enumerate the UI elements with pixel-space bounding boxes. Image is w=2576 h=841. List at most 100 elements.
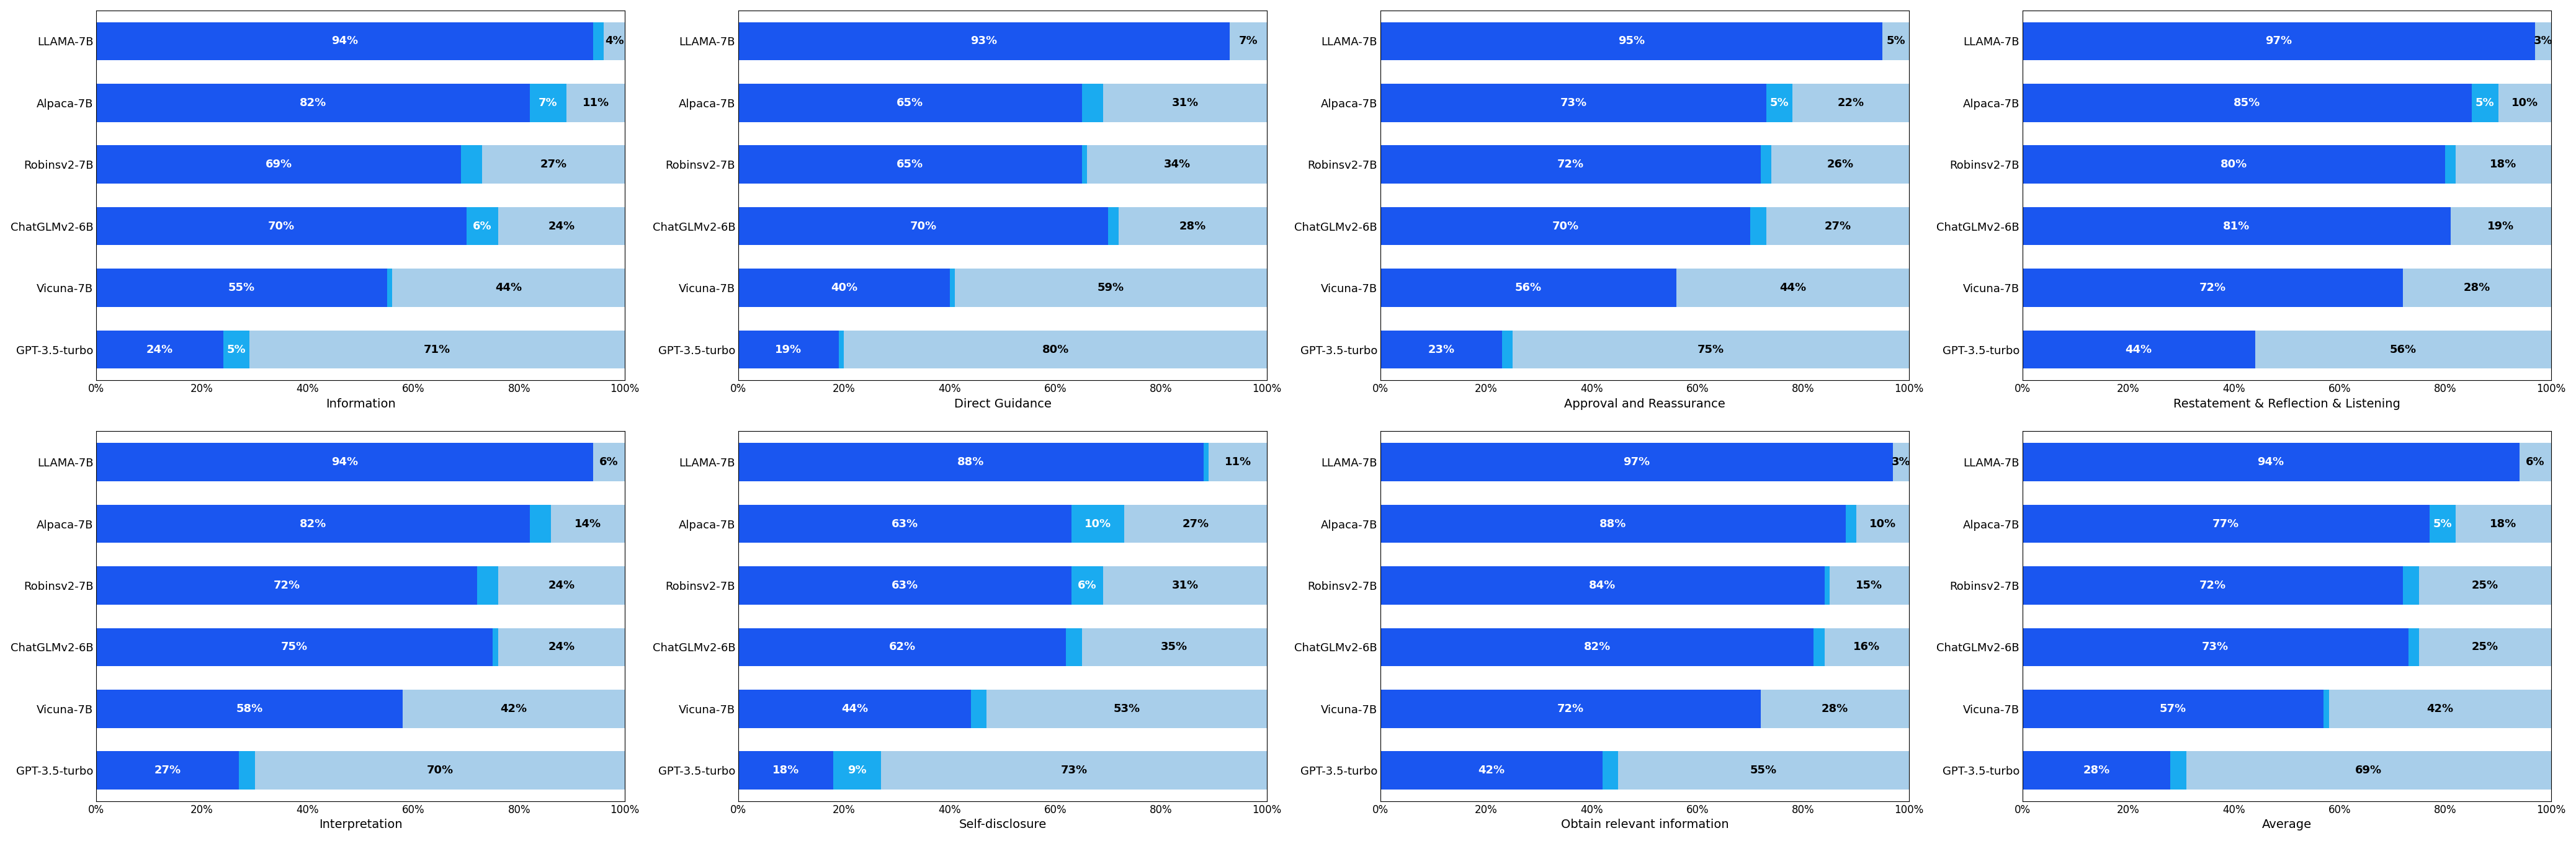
Bar xyxy=(567,84,626,122)
Bar xyxy=(1118,207,1267,246)
Text: 75%: 75% xyxy=(1698,344,1723,355)
Text: 55%: 55% xyxy=(229,283,255,294)
Text: 73%: 73% xyxy=(1061,764,1087,776)
Text: 84%: 84% xyxy=(1589,579,1615,591)
X-axis label: Obtain relevant information: Obtain relevant information xyxy=(1561,819,1728,831)
Text: 10%: 10% xyxy=(1870,518,1896,529)
Text: 5%: 5% xyxy=(227,344,245,355)
Text: 73%: 73% xyxy=(2202,642,2228,653)
Text: 6%: 6% xyxy=(1077,579,1097,591)
Bar xyxy=(492,628,497,666)
Bar xyxy=(551,505,626,543)
Text: 58%: 58% xyxy=(237,703,263,714)
Text: 25%: 25% xyxy=(2470,579,2499,591)
Bar xyxy=(1123,505,1267,543)
Bar xyxy=(250,331,626,368)
Text: 72%: 72% xyxy=(1558,159,1584,170)
Bar xyxy=(987,690,1267,727)
Bar xyxy=(2455,145,2550,183)
Bar xyxy=(1883,22,1909,61)
Bar xyxy=(2022,145,2445,183)
Text: 11%: 11% xyxy=(582,98,608,108)
Bar xyxy=(2535,22,2550,61)
Bar xyxy=(1103,84,1267,122)
Bar xyxy=(2419,628,2550,666)
Bar xyxy=(95,22,592,61)
Bar xyxy=(2022,84,2473,122)
Bar xyxy=(2445,145,2455,183)
Text: 27%: 27% xyxy=(1824,220,1852,232)
Text: 10%: 10% xyxy=(1084,518,1110,529)
Text: 97%: 97% xyxy=(1623,457,1651,468)
Bar xyxy=(95,505,531,543)
Bar xyxy=(2254,331,2550,368)
Text: 6%: 6% xyxy=(600,457,618,468)
Text: 31%: 31% xyxy=(1172,98,1198,108)
Text: 56%: 56% xyxy=(2391,344,2416,355)
Text: 59%: 59% xyxy=(1097,283,1123,294)
Bar xyxy=(2473,84,2499,122)
Bar xyxy=(1381,84,1767,122)
Text: 16%: 16% xyxy=(1852,642,1880,653)
Bar xyxy=(497,628,626,666)
Bar xyxy=(1082,84,1103,122)
Bar xyxy=(1381,22,1883,61)
Text: 94%: 94% xyxy=(332,457,358,468)
Text: 10%: 10% xyxy=(2512,98,2537,108)
Bar xyxy=(1824,566,1829,605)
Bar xyxy=(1072,566,1103,605)
Text: 19%: 19% xyxy=(775,344,801,355)
Bar xyxy=(2022,690,2324,727)
Text: 44%: 44% xyxy=(495,283,523,294)
Text: 94%: 94% xyxy=(332,35,358,47)
Bar xyxy=(224,331,250,368)
Bar xyxy=(592,22,603,61)
Bar xyxy=(95,443,592,481)
Text: 75%: 75% xyxy=(281,642,309,653)
Bar xyxy=(1767,207,1909,246)
Text: 85%: 85% xyxy=(2233,98,2262,108)
Text: 72%: 72% xyxy=(1558,703,1584,714)
Bar xyxy=(739,331,840,368)
Bar xyxy=(1814,628,1824,666)
Bar xyxy=(2403,269,2550,307)
Text: 62%: 62% xyxy=(889,642,914,653)
Text: 70%: 70% xyxy=(909,220,938,232)
Bar xyxy=(2022,751,2172,790)
Bar xyxy=(1108,207,1118,246)
Bar xyxy=(531,84,567,122)
Text: 82%: 82% xyxy=(299,518,327,529)
Bar xyxy=(461,145,482,183)
Bar xyxy=(2499,84,2550,122)
Bar xyxy=(240,751,255,790)
Text: 9%: 9% xyxy=(848,764,866,776)
Text: 94%: 94% xyxy=(2257,457,2285,468)
Bar xyxy=(2450,207,2550,246)
Bar xyxy=(497,566,626,605)
Bar xyxy=(739,145,1082,183)
Bar xyxy=(1677,269,1909,307)
Bar xyxy=(1772,145,1909,183)
Bar xyxy=(1381,751,1602,790)
Text: 42%: 42% xyxy=(1479,764,1504,776)
Text: 70%: 70% xyxy=(428,764,453,776)
X-axis label: Direct Guidance: Direct Guidance xyxy=(953,398,1051,410)
Bar xyxy=(1829,566,1909,605)
Bar xyxy=(1824,628,1909,666)
Bar xyxy=(2324,690,2329,727)
Bar xyxy=(1381,628,1814,666)
Bar xyxy=(1762,145,1772,183)
Text: 14%: 14% xyxy=(574,518,600,529)
Text: 88%: 88% xyxy=(1600,518,1625,529)
Bar xyxy=(95,566,477,605)
Bar xyxy=(95,84,531,122)
Bar xyxy=(1072,505,1123,543)
Text: 27%: 27% xyxy=(1182,518,1208,529)
Text: 28%: 28% xyxy=(2463,283,2491,294)
Text: 82%: 82% xyxy=(299,98,327,108)
Text: 7%: 7% xyxy=(538,98,556,108)
Bar xyxy=(1502,331,1512,368)
Text: 3%: 3% xyxy=(2535,35,2553,47)
Bar xyxy=(1857,505,1909,543)
Text: 80%: 80% xyxy=(2221,159,2246,170)
